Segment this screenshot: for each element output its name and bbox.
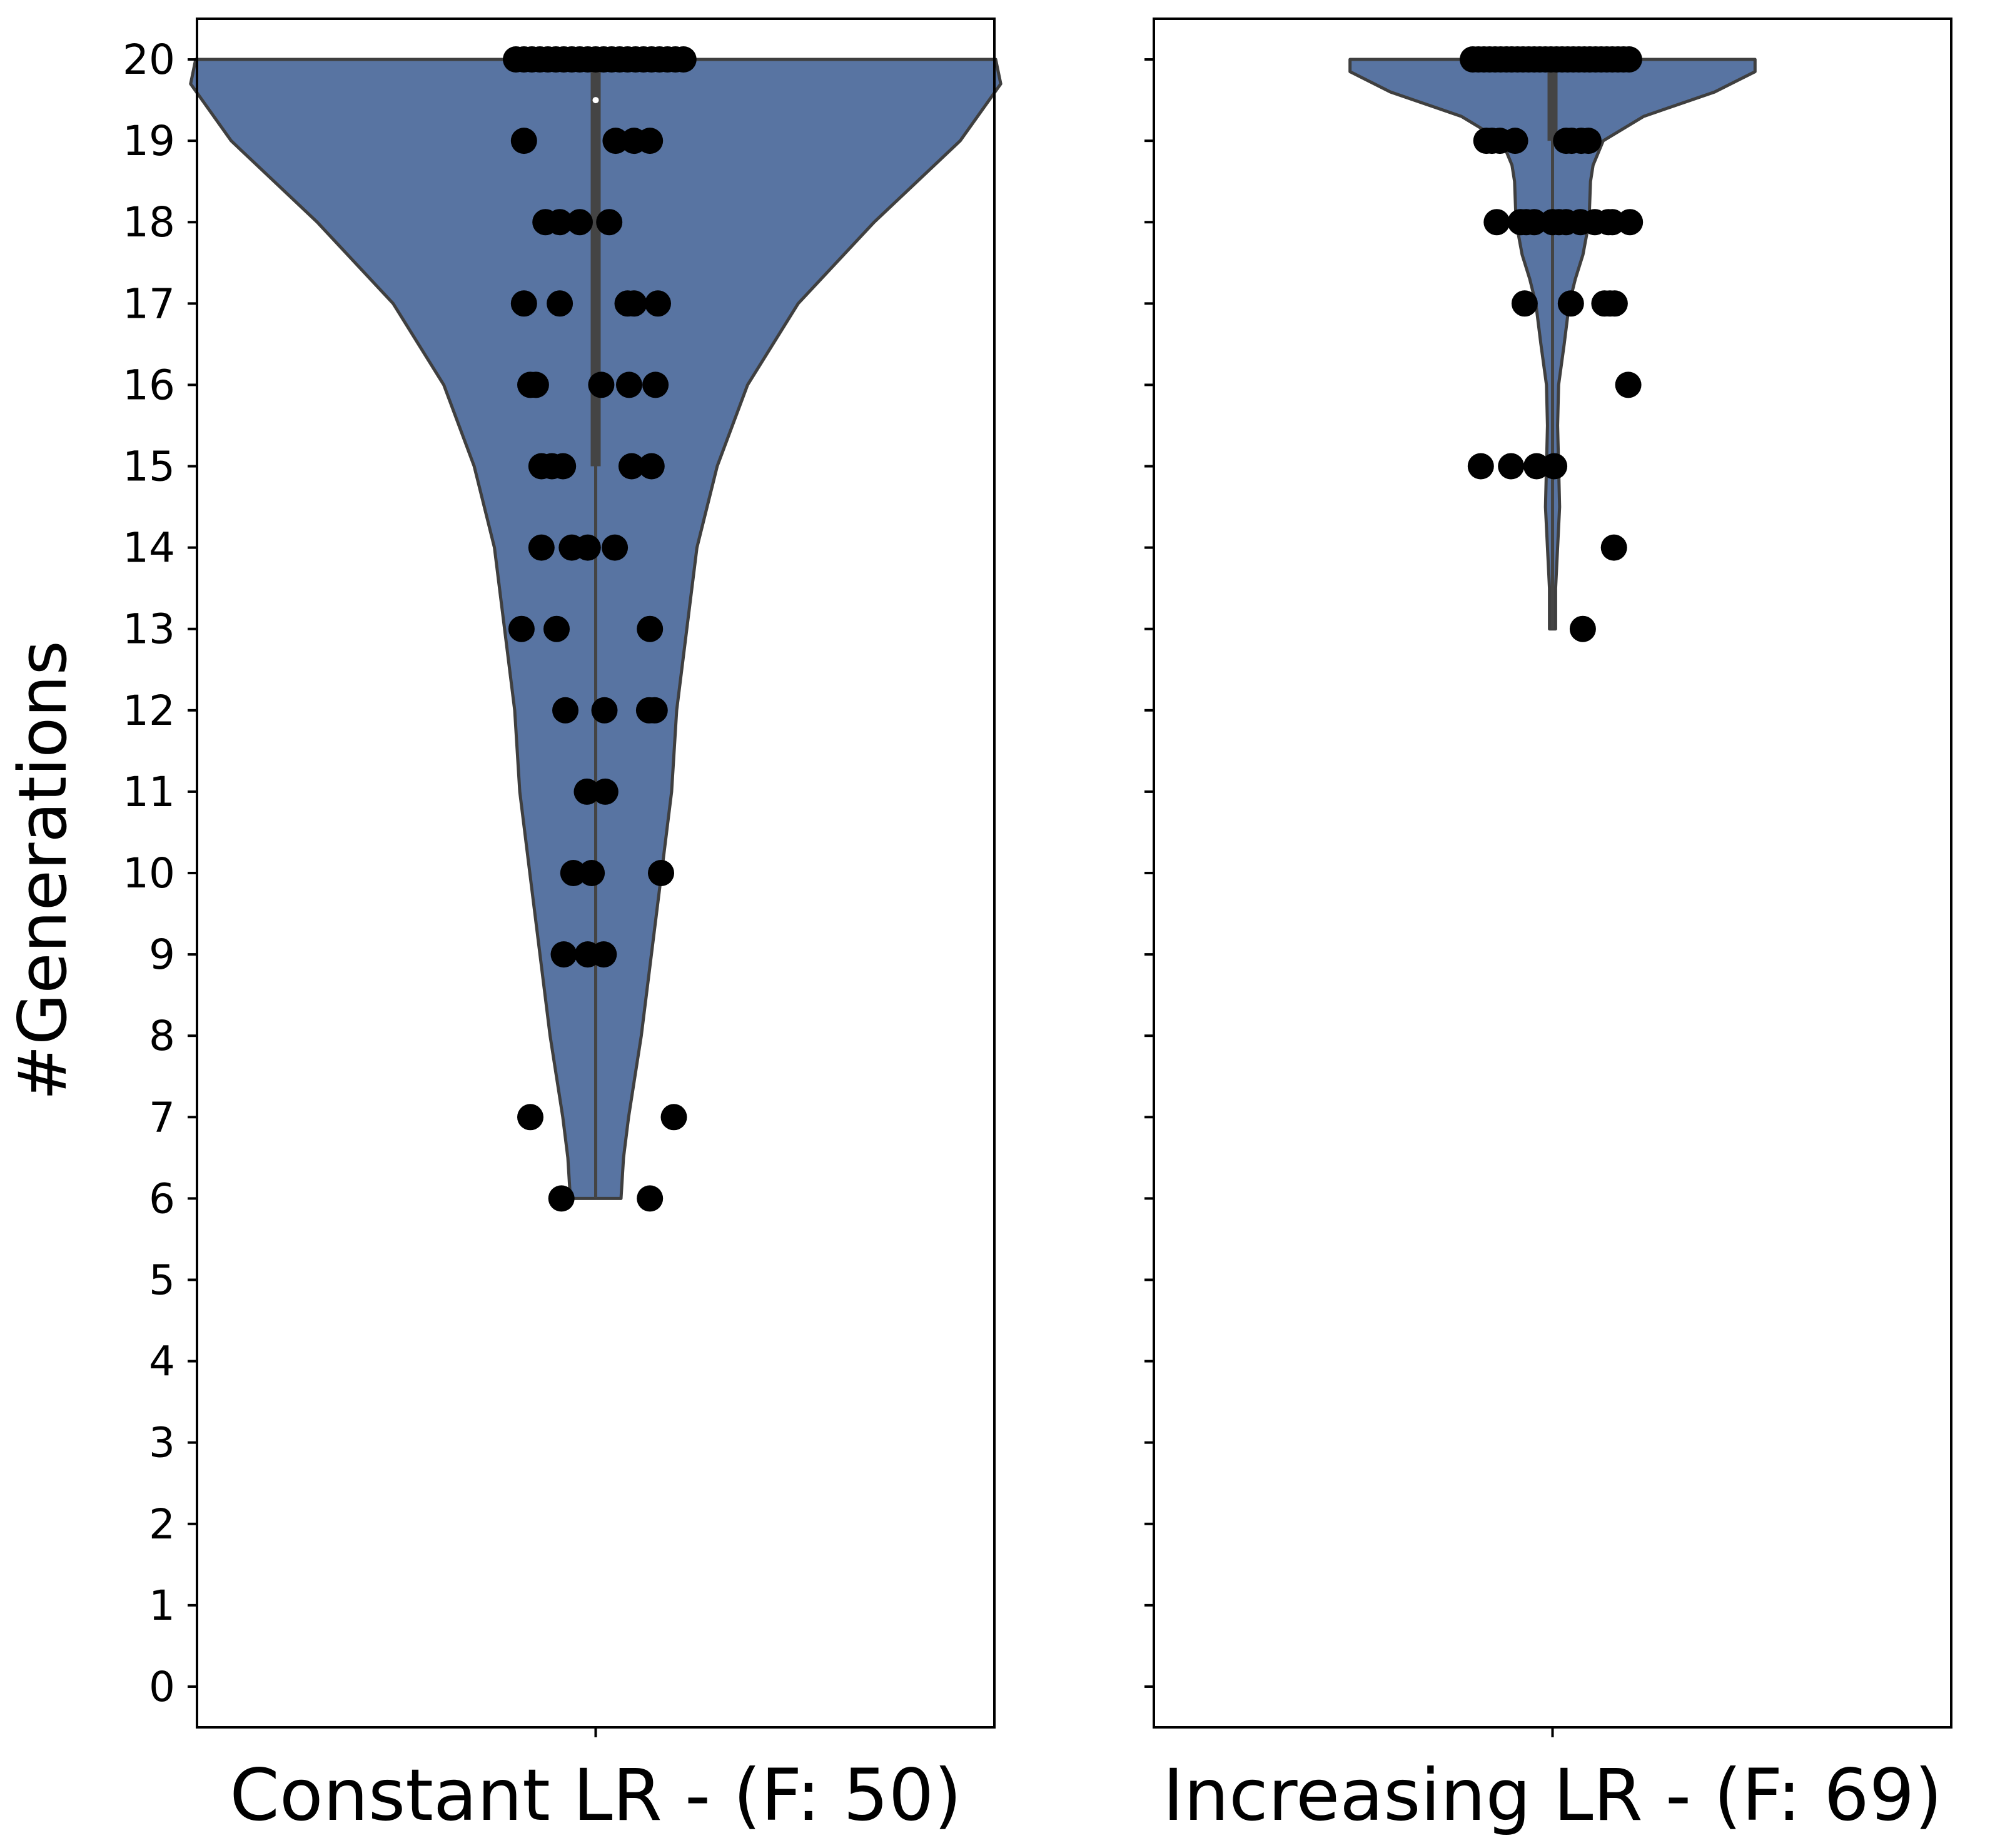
y-tick-label: 11 <box>123 768 175 816</box>
data-point <box>618 453 645 480</box>
data-point <box>547 209 573 236</box>
x-category-label: Increasing LR - (F: 69) <box>1163 1754 1942 1837</box>
data-point <box>574 534 601 561</box>
y-axis-label: #Generations <box>4 640 81 1100</box>
data-point <box>590 941 617 968</box>
data-point <box>1601 290 1628 317</box>
data-point <box>567 209 593 236</box>
data-point <box>1600 534 1627 561</box>
data-point <box>560 860 587 886</box>
data-point <box>522 371 549 398</box>
data-point <box>1557 290 1584 317</box>
y-tick-label: 1 <box>149 1582 175 1630</box>
median-marker <box>592 97 599 104</box>
data-point <box>517 1104 543 1131</box>
data-point <box>510 128 537 154</box>
data-point <box>602 128 629 154</box>
data-point <box>592 778 619 805</box>
data-point <box>550 453 577 480</box>
y-tick-label: 16 <box>123 361 175 409</box>
data-point <box>548 1185 575 1212</box>
x-category-label: Constant LR - (F: 50) <box>230 1754 961 1837</box>
data-point <box>637 1185 664 1212</box>
y-tick-label: 0 <box>149 1663 175 1711</box>
y-tick-label: 4 <box>149 1338 175 1386</box>
y-tick-label: 20 <box>123 36 175 84</box>
data-point <box>588 371 615 398</box>
panels-layer: 01234567891011121314151617181920Constant… <box>123 18 1952 1837</box>
data-point <box>670 46 697 73</box>
y-tick-label: 12 <box>123 687 175 735</box>
y-tick-label: 19 <box>123 117 175 165</box>
data-point <box>641 697 668 724</box>
data-point <box>637 615 664 642</box>
data-point <box>573 778 600 805</box>
y-tick-label: 18 <box>123 198 175 246</box>
data-point <box>510 290 537 317</box>
panel-2: Increasing LR - (F: 69) <box>1144 18 1952 1837</box>
data-point <box>550 941 577 968</box>
data-point <box>508 615 535 642</box>
data-point <box>620 290 647 317</box>
y-tick-label: 8 <box>149 1012 175 1060</box>
data-point <box>660 1104 687 1131</box>
data-point <box>1575 128 1602 154</box>
y-tick-label: 14 <box>123 524 175 572</box>
iqr-box <box>590 59 601 467</box>
y-tick-label: 5 <box>149 1256 175 1304</box>
data-point <box>596 209 623 236</box>
data-point <box>1483 209 1510 236</box>
data-point <box>642 371 669 398</box>
data-point <box>1569 615 1596 642</box>
y-tick-label: 17 <box>123 280 175 328</box>
data-point <box>1521 209 1548 236</box>
data-point <box>528 534 555 561</box>
data-point <box>1617 209 1644 236</box>
y-tick-label: 10 <box>123 849 175 897</box>
y-tick-label: 13 <box>123 605 175 654</box>
y-tick-label: 3 <box>149 1419 175 1467</box>
y-tick-label: 15 <box>123 443 175 491</box>
panel-1: 01234567891011121314151617181920Constant… <box>123 18 1003 1837</box>
data-point <box>1541 453 1568 480</box>
data-point <box>543 615 570 642</box>
data-point <box>552 697 578 724</box>
y-tick-label: 2 <box>149 1500 175 1548</box>
data-point <box>1511 290 1538 317</box>
data-point <box>648 860 674 886</box>
data-point <box>637 128 664 154</box>
data-point <box>616 371 642 398</box>
data-point <box>591 697 618 724</box>
data-point <box>602 534 629 561</box>
data-point <box>1498 453 1525 480</box>
data-point <box>638 453 665 480</box>
data-point <box>645 290 671 317</box>
data-point <box>1615 46 1642 73</box>
data-point <box>1615 371 1642 398</box>
y-tick-label: 6 <box>149 1174 175 1223</box>
data-point <box>1467 453 1494 480</box>
data-point <box>547 290 573 317</box>
data-point <box>1502 128 1528 154</box>
y-tick-label: 9 <box>149 931 175 979</box>
y-tick-label: 7 <box>149 1093 175 1141</box>
data-point <box>578 860 605 886</box>
iqr-box <box>1547 59 1558 141</box>
